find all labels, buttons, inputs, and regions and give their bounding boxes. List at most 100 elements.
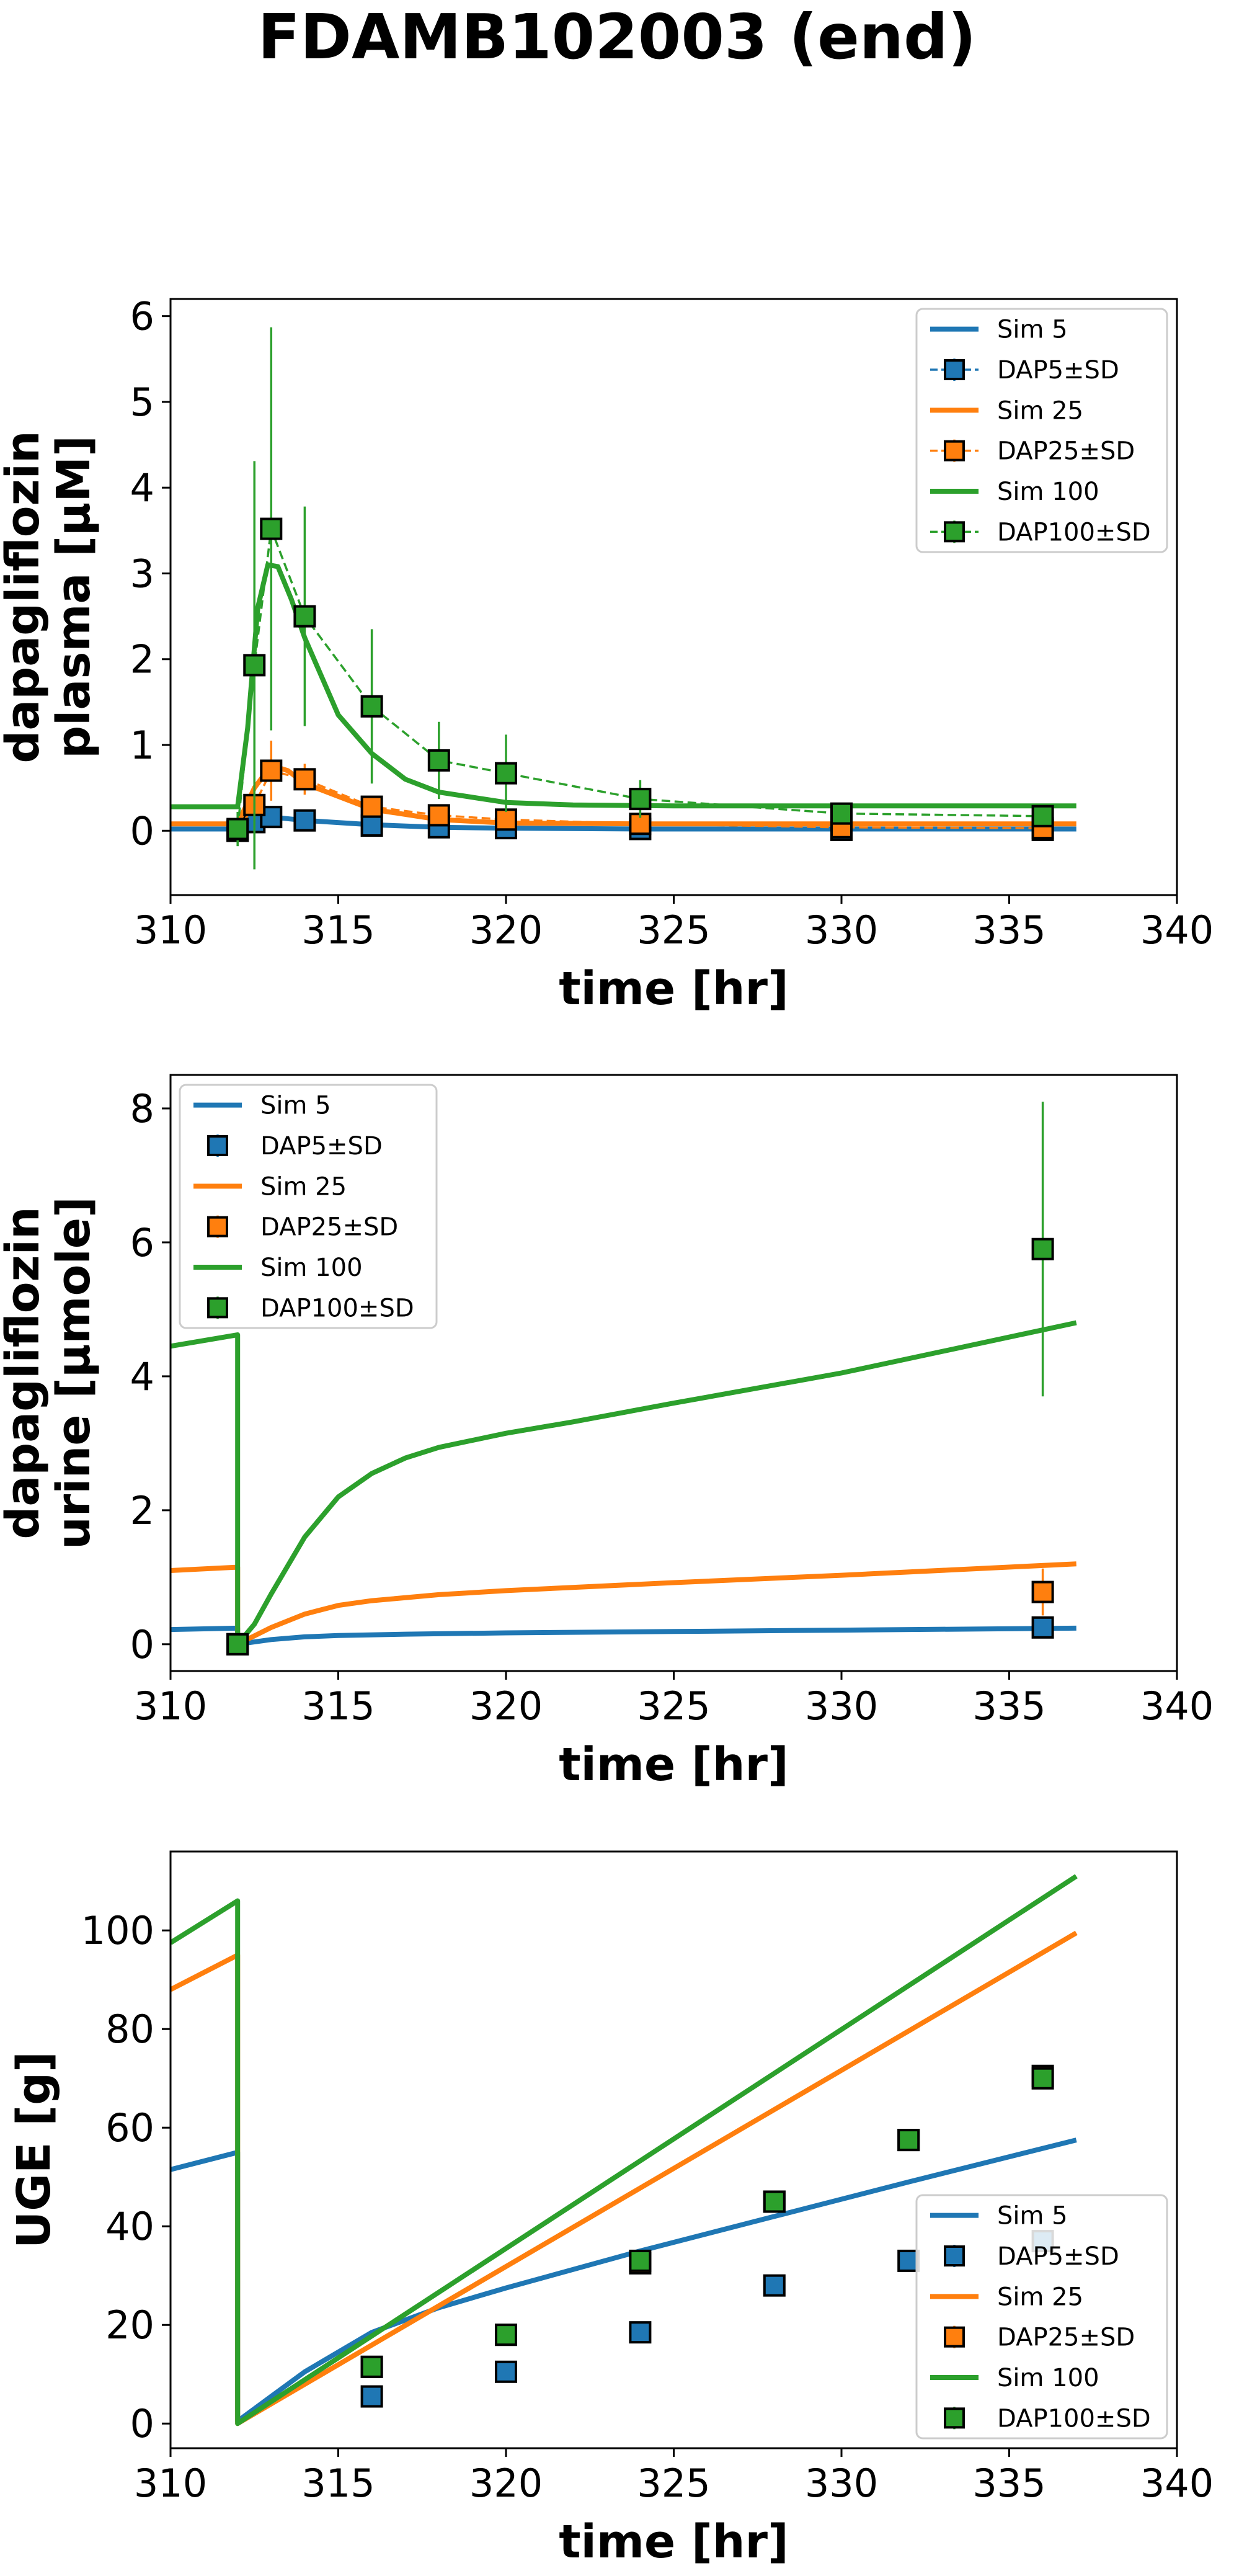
data-point [1031,804,1054,827]
data-point [293,768,316,791]
x-tick-label: 325 [637,2461,710,2506]
x-tick-label: 320 [469,2461,543,2506]
legend-item: DAP5±SD [930,356,1119,385]
y-axis-label: dapagliflozin [0,430,50,763]
data-point [897,2249,920,2272]
data-point [243,654,266,677]
data-point [1031,1616,1054,1639]
legend-box [179,1084,438,1329]
x-tick-label: 325 [637,1683,710,1729]
data-point [360,695,383,718]
chart-panel-1: 310 315 320 325 330 335 340 0 1 2 3 4 5 6 time [hr] dap… [0,294,1214,1015]
legend-label: Sim 25 [260,1172,347,1201]
legend-box [915,2194,1168,2440]
x-axis-label: time [hr] [559,1738,789,1791]
x-tick-label: 320 [469,1683,543,1729]
legend-item: DAP5±SD [207,1132,383,1161]
data-point [293,605,316,628]
x-tick-label: 340 [1140,907,1214,953]
figure-title: FDAMB102003 (end) [258,1,977,73]
y-tick-label: 6 [130,1220,154,1265]
y-tick-label: 0 [130,808,154,853]
x-tick-label: 335 [972,1683,1045,1729]
legend-label: DAP5±SD [260,1132,383,1161]
legend-item: DAP100±SD [930,518,1151,546]
data-point [830,802,853,825]
y-tick-label: 40 [105,2204,154,2249]
legend-item: DAP100±SD [944,2404,1151,2433]
legend: Sim 5 DAP5±SD Sim 25 DAP25±SD Sim 100 DAP100±… [915,308,1168,553]
y-tick-label: 4 [130,465,154,510]
series-line-sim-100 [171,1320,1077,1647]
legend-marker-swatch [944,2245,965,2266]
legend-marker-swatch [207,1216,228,1237]
y-tick-label: 1 [130,723,154,768]
legend-label: Sim 100 [997,478,1099,506]
x-tick-label: 310 [134,1683,207,1729]
legend-marker-swatch [944,2407,965,2429]
y-tick-label: 100 [81,1908,154,1953]
x-tick-label: 330 [805,907,878,953]
legend-item: Sim 5 [930,2202,1068,2231]
data-point [293,809,316,832]
data-point [495,808,517,831]
series-line-sim-5 [171,1625,1076,1647]
legend-label: DAP100±SD [997,2404,1151,2433]
legend-item: Sim 100 [193,1254,363,1282]
data-point [427,749,450,772]
chart-panel-3: 310 315 320 325 330 335 340 0 20 40 60 80 100 time [h… [7,1850,1214,2569]
legend-label: DAP25±SD [260,1213,398,1242]
x-tick-label: 315 [301,2461,375,2506]
y-tick-label: 3 [130,551,154,596]
x-tick-label: 315 [301,907,375,953]
y-tick-label: 2 [130,637,154,682]
y-tick-label: 20 [105,2302,154,2348]
legend-label: DAP100±SD [997,518,1151,546]
legend-item: Sim 5 [930,316,1068,344]
legend-label: DAP5±SD [997,356,1119,385]
data-point [495,2360,517,2383]
data-point [495,762,517,785]
legend-label: Sim 25 [997,396,1083,425]
y-tick-label: 8 [130,1086,154,1131]
legend-label: DAP25±SD [997,2324,1135,2352]
data-point [360,814,383,837]
data-point [629,2321,652,2344]
x-tick-label: 330 [805,2461,878,2506]
legend-label: Sim 5 [997,316,1068,344]
legend-marker-swatch [944,521,965,543]
legend-label: DAP25±SD [997,437,1135,466]
data-point [495,2324,517,2346]
data-point [360,2355,383,2378]
legend-box [915,308,1168,553]
legend-item: Sim 25 [930,396,1083,425]
x-axis-label: time [hr] [559,2515,789,2569]
data-point [1031,1580,1054,1603]
data-point [763,2274,786,2297]
legend-item: DAP5±SD [944,2242,1119,2271]
y-tick-label: 6 [130,294,154,339]
legend-item: Sim 100 [930,478,1099,506]
y-axis-label: plasma [µM] [47,435,100,759]
plot-area [171,327,1076,870]
y-tick-label: 2 [130,1488,154,1533]
y-axis-label: UGE [g] [7,2051,61,2248]
data-point [260,759,283,782]
legend-label: Sim 100 [997,2364,1099,2392]
y-tick-label: 80 [105,2007,154,2052]
legend-label: DAP5±SD [997,2242,1119,2271]
legend-marker-swatch [207,1135,228,1156]
legend: Sim 5 DAP5±SD Sim 25 DAP25±SD Sim 100 DAP100±… [915,2194,1168,2440]
y-axis-label: urine [µmole] [47,1197,100,1549]
y-tick-label: 5 [130,380,154,425]
legend-marker-swatch [944,2326,965,2348]
data-point [1031,2067,1054,2090]
legend-item: DAP25±SD [944,2324,1135,2352]
x-tick-label: 310 [134,907,207,953]
legend-item: Sim 25 [193,1172,347,1201]
x-tick-label: 325 [637,907,710,953]
legend-item: DAP25±SD [930,437,1135,466]
data-point [360,2385,383,2408]
y-tick-label: 0 [130,2401,154,2446]
